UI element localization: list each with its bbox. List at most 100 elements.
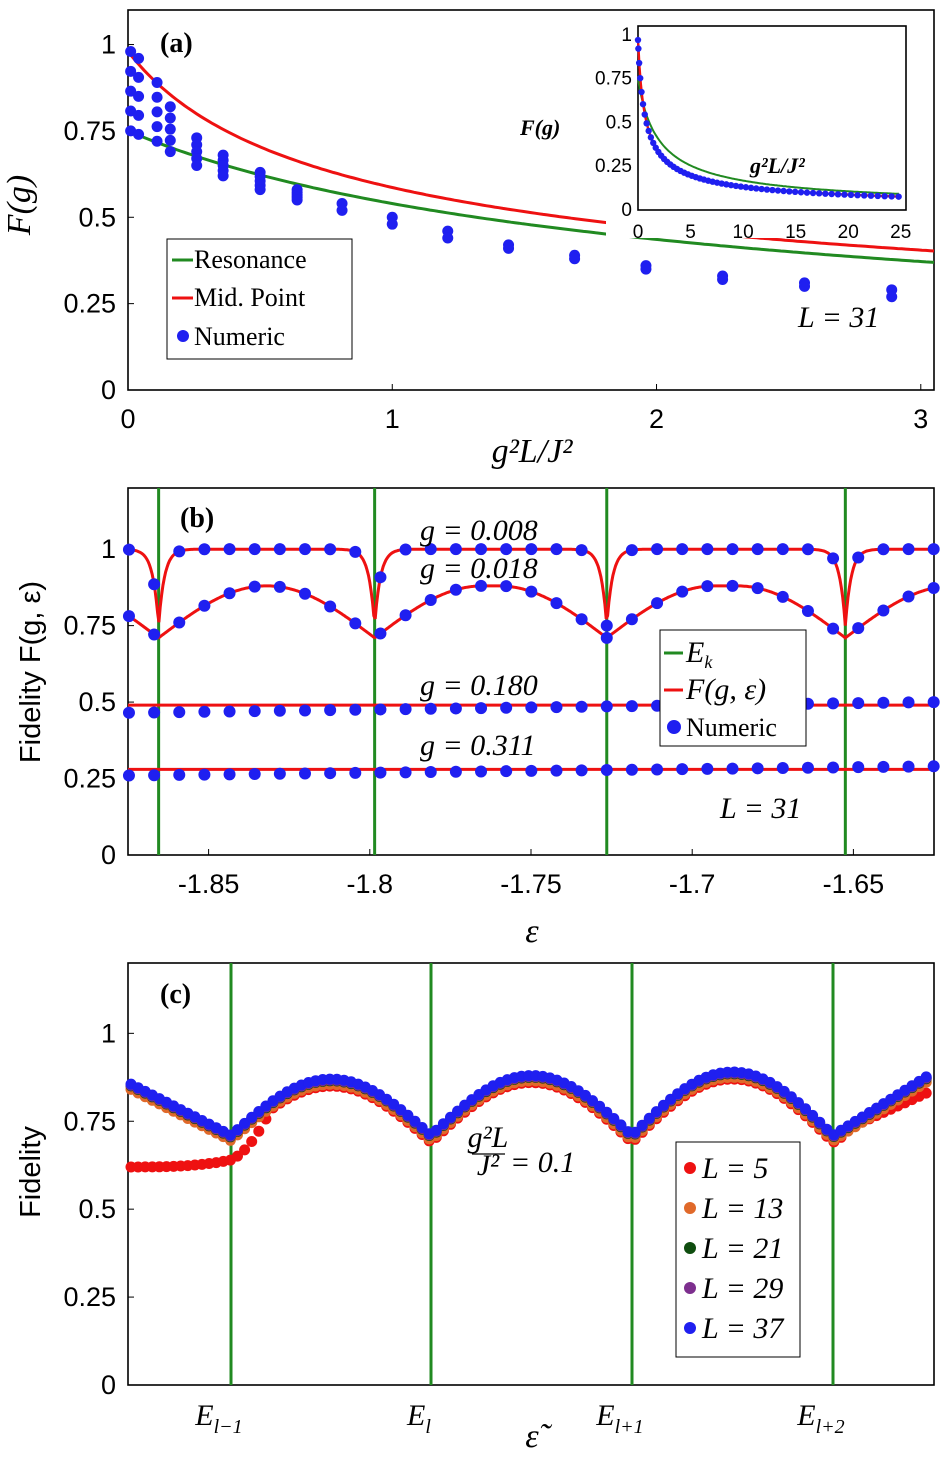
numeric-point: [726, 762, 739, 775]
numeric-point: [148, 628, 161, 641]
numeric-point: [349, 703, 362, 716]
panel-b-y-ticks: 0 0.25 0.5 0.75 1: [63, 534, 134, 870]
numeric-point: [475, 702, 488, 715]
inset-point: [895, 193, 902, 200]
point-L37: [615, 1119, 627, 1131]
x-tick-label: 0: [120, 404, 135, 434]
numeric-point: [298, 587, 311, 600]
legend-label-L29: L = 29: [701, 1272, 783, 1305]
numeric-point: [399, 609, 412, 622]
legend-numeric-label: Numeric: [194, 322, 285, 351]
numeric-point: [164, 146, 176, 158]
numeric-point: [676, 543, 689, 556]
numeric-point: [877, 543, 890, 556]
panel-a-label: (a): [160, 28, 193, 59]
numeric-point: [198, 599, 211, 612]
inset-point: [742, 184, 750, 191]
numeric-point: [164, 134, 176, 146]
y-tick-label: 0.5: [78, 202, 116, 232]
point-L5: [920, 1087, 932, 1099]
numeric-point: [801, 761, 814, 774]
numeric-point: [625, 763, 638, 776]
inset-point: [639, 100, 647, 108]
numeric-point: [676, 763, 689, 776]
point-L37: [636, 1119, 648, 1131]
series-label-g-0018: g = 0.018: [420, 552, 538, 585]
numeric-point: [927, 696, 940, 709]
numeric-point: [525, 764, 538, 777]
numeric-point: [600, 764, 613, 777]
numeric-point: [173, 616, 186, 629]
legend-label-L37: L = 37: [701, 1312, 785, 1345]
point-L37: [629, 1126, 641, 1138]
numeric-point: [852, 697, 865, 710]
inset-point: [847, 191, 855, 199]
panel-c-x-ticks: El−1 El El+1 El+2: [194, 1399, 844, 1438]
numeric-point: [198, 543, 211, 556]
legend-label-L13: L = 13: [701, 1192, 783, 1225]
numeric-point: [717, 273, 729, 285]
numeric-point: [273, 580, 286, 593]
numeric-point: [550, 597, 563, 610]
numeric-point: [651, 543, 664, 556]
panel-b-x-label: ε: [525, 913, 539, 950]
y-tick-label: 0: [101, 840, 116, 870]
numeric-point: [133, 128, 145, 140]
inset-point: [647, 134, 655, 141]
inset-x-tick-label: 15: [785, 222, 806, 243]
x-tick-label: El+2: [796, 1399, 844, 1438]
panel-c-resonance-lines: [229, 963, 835, 1385]
numeric-point: [217, 170, 229, 182]
panel-b-legend: Ek F(g, ε) Numeric: [659, 629, 807, 747]
numeric-point: [374, 627, 387, 640]
numeric-point: [151, 135, 163, 147]
inset-point: [803, 189, 811, 196]
numeric-point: [927, 581, 940, 594]
inset-y-tick-label: 0.25: [595, 156, 632, 177]
numeric-point: [148, 769, 161, 782]
inset-y-tick-label: 0: [621, 200, 632, 221]
numeric-point: [248, 705, 261, 718]
panel-a: (a) 0 0.25 0.5 0.75 1 0 1 2 3 F(g) g²L/J² L = 3…: [1, 9, 935, 470]
numeric-point: [198, 768, 211, 781]
numeric-point: [122, 769, 135, 782]
point-L5: [253, 1125, 265, 1137]
inset-y-label: F(g): [519, 115, 560, 140]
inset-point: [638, 88, 645, 96]
panel-c-dots: [125, 1066, 932, 1173]
inset-point: [753, 185, 760, 192]
numeric-point: [122, 706, 135, 719]
point-L37: [416, 1122, 428, 1133]
panel-b-annotation: L = 31: [719, 792, 801, 825]
anno-frac-den: J²: [477, 1149, 500, 1182]
panel-c-frame: [127, 962, 935, 1386]
legend-fge-label: F(g, ε): [685, 673, 766, 706]
inset-x-tick-label: 5: [685, 222, 696, 243]
numeric-point: [569, 253, 581, 265]
panel-c-legend-box: [675, 1141, 801, 1358]
point-L37: [437, 1118, 449, 1130]
numeric-point: [801, 604, 814, 617]
numeric-point: [651, 597, 664, 610]
numeric-point: [651, 763, 664, 776]
point-L37: [608, 1113, 620, 1124]
numeric-point: [902, 760, 915, 773]
point-L37: [445, 1111, 456, 1123]
inset-point: [774, 187, 782, 194]
panel-a-annotation: L = 31: [797, 301, 879, 334]
numeric-point: [324, 767, 337, 780]
x-tick-label: -1.85: [178, 869, 240, 899]
y-tick-label: 0.75: [63, 611, 116, 641]
point-L37: [920, 1071, 932, 1083]
inset-point: [834, 191, 842, 198]
numeric-point: [827, 552, 840, 565]
numeric-point: [525, 585, 538, 598]
numeric-point: [751, 582, 764, 595]
legend-b-numeric-label: Numeric: [686, 713, 777, 742]
legend-numeric-swatch: [177, 330, 189, 342]
inset-point: [635, 45, 642, 52]
numeric-point: [701, 580, 714, 593]
numeric-point: [173, 545, 186, 558]
inset-point: [635, 59, 643, 67]
numeric-point: [248, 580, 261, 593]
